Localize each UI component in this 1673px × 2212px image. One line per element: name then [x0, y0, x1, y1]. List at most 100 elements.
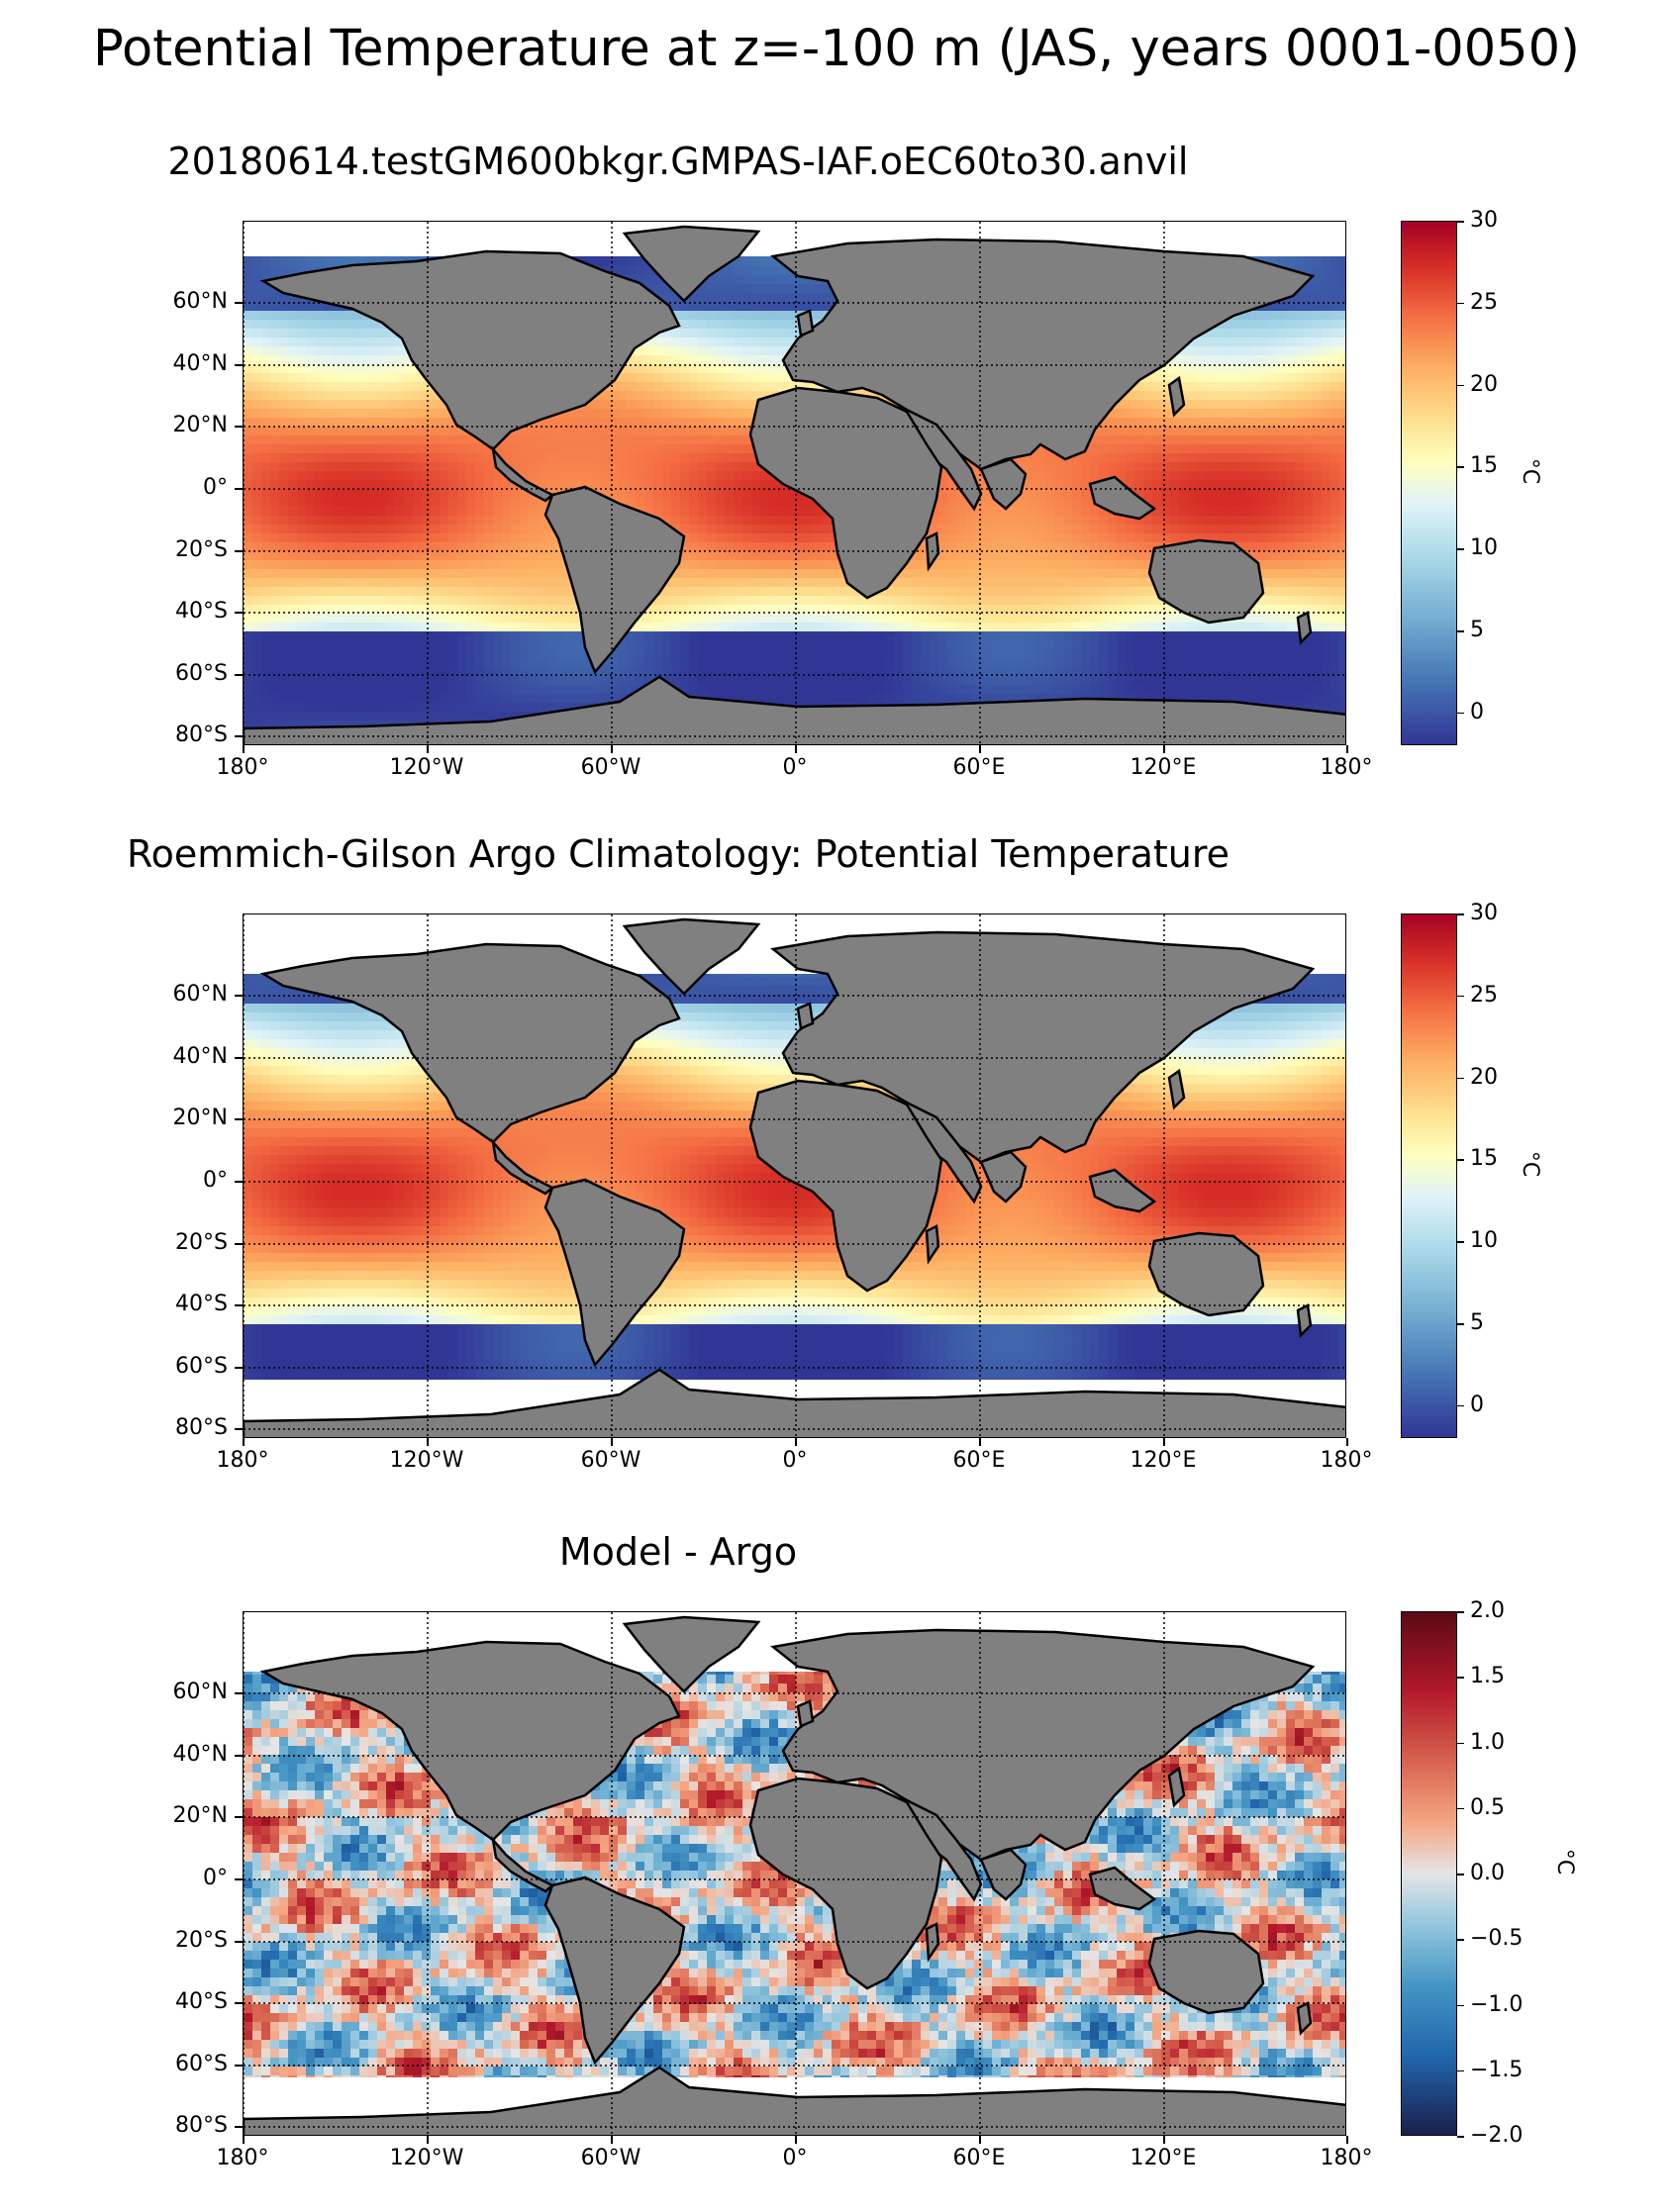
land-mass	[622, 1615, 761, 1693]
colorbar-tick-mark	[1457, 1077, 1464, 1080]
land-mass	[1147, 1929, 1265, 2015]
x-tick-mark	[427, 745, 429, 753]
colorbar-tick-mark	[1457, 914, 1464, 915]
colorbar-tick-mark	[1457, 466, 1464, 468]
y-tick-mark	[235, 1367, 243, 1369]
colorbar-tick-label: 1.5	[1470, 1664, 1505, 1689]
land-mass	[244, 675, 1345, 744]
x-tick-label: 180°	[1287, 2146, 1406, 2171]
y-tick-mark	[235, 302, 243, 304]
colorbar-tick-mark	[1457, 995, 1464, 998]
y-tick-mark	[235, 364, 243, 366]
x-tick-mark	[1163, 745, 1165, 753]
land-mass	[622, 917, 761, 996]
land-mass	[543, 1178, 686, 1368]
colorbar-tick-label: 10	[1470, 1228, 1498, 1254]
x-tick-label: 60°W	[551, 755, 670, 781]
colorbar-tick-mark	[1457, 384, 1464, 387]
x-tick-label: 120°W	[367, 1448, 486, 1474]
y-tick-mark	[235, 1755, 243, 1757]
y-tick-mark	[235, 1428, 243, 1430]
missing-data-region	[244, 222, 1345, 256]
colorbar-tick-label: −1.0	[1470, 1992, 1523, 2018]
y-tick-label: 40°N	[148, 1044, 228, 1070]
x-tick-label: 180°	[1287, 1448, 1406, 1474]
x-tick-label: 60°E	[920, 2146, 1038, 2171]
colorbar-tick-mark	[1457, 1939, 1464, 1941]
land-mass	[770, 1628, 1316, 1862]
colorbar-tick-label: 5	[1470, 1310, 1484, 1336]
x-tick-mark	[611, 2136, 613, 2144]
x-tick-mark	[243, 1438, 245, 1446]
x-tick-mark	[427, 2136, 429, 2144]
y-tick-label: 20°S	[148, 537, 228, 563]
colorbar-unit-label: °C	[1517, 1144, 1542, 1184]
x-tick-label: 0°	[736, 2146, 854, 2171]
colorbar-tick-mark	[1457, 1241, 1464, 1243]
y-tick-mark	[235, 674, 243, 676]
colorbar-tick-label: −0.5	[1470, 1926, 1523, 1952]
colorbar-tick-mark	[1457, 1874, 1464, 1875]
y-tick-mark	[235, 1181, 243, 1183]
panel-title-model: 20180614.testGM600bkgr.GMPAS-IAF.oEC60to…	[0, 139, 1356, 184]
colorbar-tick-mark	[1457, 302, 1464, 305]
x-tick-mark	[611, 1438, 613, 1446]
y-tick-label: 60°N	[148, 982, 228, 1008]
x-tick-mark	[1346, 2136, 1348, 2144]
land-mass	[770, 930, 1316, 1164]
land-mass	[1296, 2001, 1313, 2036]
land-mass	[1088, 1866, 1157, 1911]
x-tick-mark	[979, 745, 981, 753]
colorbar-unit-label: °C	[1551, 1842, 1577, 1881]
colorbar-tick-label: 10	[1470, 535, 1498, 561]
land-mass	[979, 457, 1028, 511]
y-tick-label: 40°S	[148, 1292, 228, 1317]
x-tick-mark	[795, 1438, 797, 1446]
colorbar-unit-label: °C	[1517, 451, 1542, 491]
colorbar-tick-mark	[1457, 1159, 1464, 1161]
land-mass	[1088, 475, 1157, 521]
land-mass	[748, 1777, 943, 1990]
land-mass	[259, 1640, 681, 1842]
panel-title-argo: Roemmich-Gilson Argo Climatology: Potent…	[0, 831, 1356, 877]
x-tick-mark	[243, 2136, 245, 2144]
x-tick-mark	[795, 745, 797, 753]
x-tick-mark	[1346, 745, 1348, 753]
x-tick-label: 0°	[736, 755, 854, 781]
y-tick-mark	[235, 995, 243, 997]
colorbar-tick-label: 20	[1470, 372, 1498, 398]
x-tick-label: 120°W	[367, 2146, 486, 2171]
colorbar-tick-label: 0.0	[1470, 1861, 1505, 1886]
y-tick-label: 20°N	[148, 413, 228, 438]
land-mass	[491, 444, 555, 503]
colorbar-tick-label: 30	[1470, 901, 1498, 926]
land-mass	[1088, 1168, 1157, 1213]
colorbar-tick-label: 0	[1470, 1393, 1484, 1418]
y-tick-label: 20°S	[148, 1928, 228, 1954]
x-tick-label: 60°E	[920, 1448, 1038, 1474]
colorbar-tick-label: 15	[1470, 453, 1498, 479]
x-tick-mark	[611, 745, 613, 753]
map-model	[243, 221, 1346, 745]
y-tick-label: 80°S	[148, 2113, 228, 2139]
y-tick-label: 40°S	[148, 1989, 228, 2015]
map-difference-field	[244, 1612, 1345, 2135]
land-mass	[770, 238, 1316, 471]
x-tick-mark	[979, 1438, 981, 1446]
x-tick-label: 120°E	[1104, 755, 1223, 781]
land-mass	[491, 1835, 555, 1893]
colorbar-tick-mark	[1457, 712, 1464, 715]
colorbar-tick-label: 0.5	[1470, 1795, 1505, 1821]
map-difference	[243, 1611, 1346, 2136]
land-mass	[259, 249, 681, 451]
y-tick-mark	[235, 2002, 243, 2004]
map-argo	[243, 914, 1346, 1438]
colorbar-tick-mark	[1457, 2136, 1464, 2138]
colorbar-tick-label: 30	[1470, 208, 1498, 234]
colorbar-tick-mark	[1457, 1611, 1464, 1613]
colorbar-tick-label: 25	[1470, 290, 1498, 316]
colorbar-tick-mark	[1457, 548, 1464, 550]
y-tick-mark	[235, 1878, 243, 1880]
x-tick-label: 60°W	[551, 2146, 670, 2171]
x-tick-label: 180°	[183, 755, 302, 781]
